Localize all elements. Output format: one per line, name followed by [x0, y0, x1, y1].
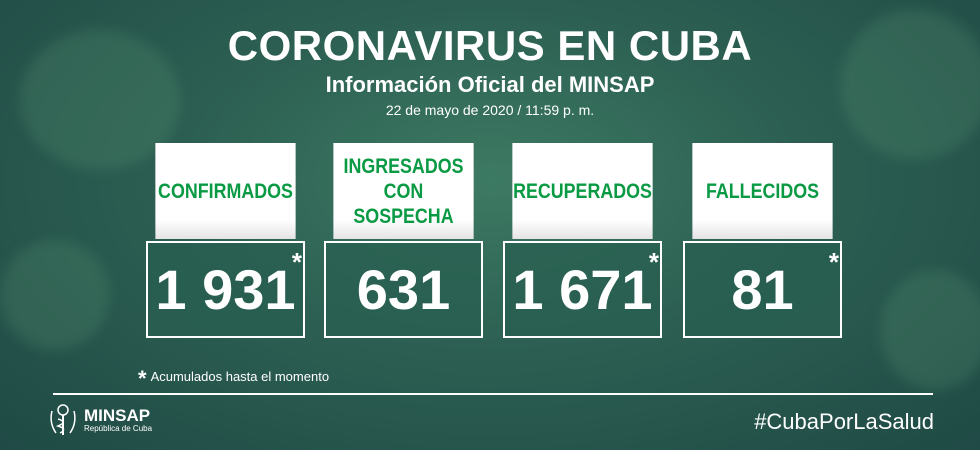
virus-decoration [0, 240, 110, 350]
caduceus-emblem-icon [50, 404, 76, 435]
card-label: FALLECIDOS [692, 143, 833, 239]
footnote: * Acumulados hasta el momento [138, 366, 329, 392]
minsap-logo: MINSAP República de Cuba [48, 403, 152, 437]
report-date: 22 de mayo de 2020 / 11:59 p. m. [385, 102, 595, 118]
page-subtitle: Información Oficial del MINSAP [325, 72, 655, 97]
card-value: 631 [324, 241, 483, 338]
hashtag: #CubaPorLaSalud [754, 409, 934, 434]
footnote-text: Acumulados hasta el momento [150, 369, 330, 384]
card-recuperados: RECUPERADOS 1 671 * [500, 143, 665, 341]
virus-decoration [840, 10, 980, 160]
card-value: 1 671 [503, 241, 662, 338]
asterisk: * [291, 247, 302, 277]
virus-decoration [880, 270, 980, 390]
card-confirmados: CONFIRMADOS 1 931 * [143, 143, 308, 341]
card-label: RECUPERADOS [512, 143, 653, 239]
card-ingresados: INGRESADOS CON SOSPECHA 631 [321, 143, 486, 341]
footnote-asterisk: * [138, 366, 147, 391]
logo-name: MINSAP [84, 406, 151, 425]
logo-subtitle: República de Cuba [84, 424, 153, 433]
card-fallecidos: FALLECIDOS 81 * [680, 143, 845, 341]
card-label: CONFIRMADOS [155, 143, 296, 239]
virus-decoration [20, 30, 180, 170]
asterisk: * [828, 247, 839, 277]
card-value: 81 [683, 241, 842, 338]
card-value: 1 931 [146, 241, 305, 338]
page-title: CORONAVIRUS EN CUBA [227, 22, 753, 69]
asterisk: * [648, 247, 659, 277]
divider [53, 393, 933, 395]
card-label: INGRESADOS CON SOSPECHA [333, 143, 474, 239]
